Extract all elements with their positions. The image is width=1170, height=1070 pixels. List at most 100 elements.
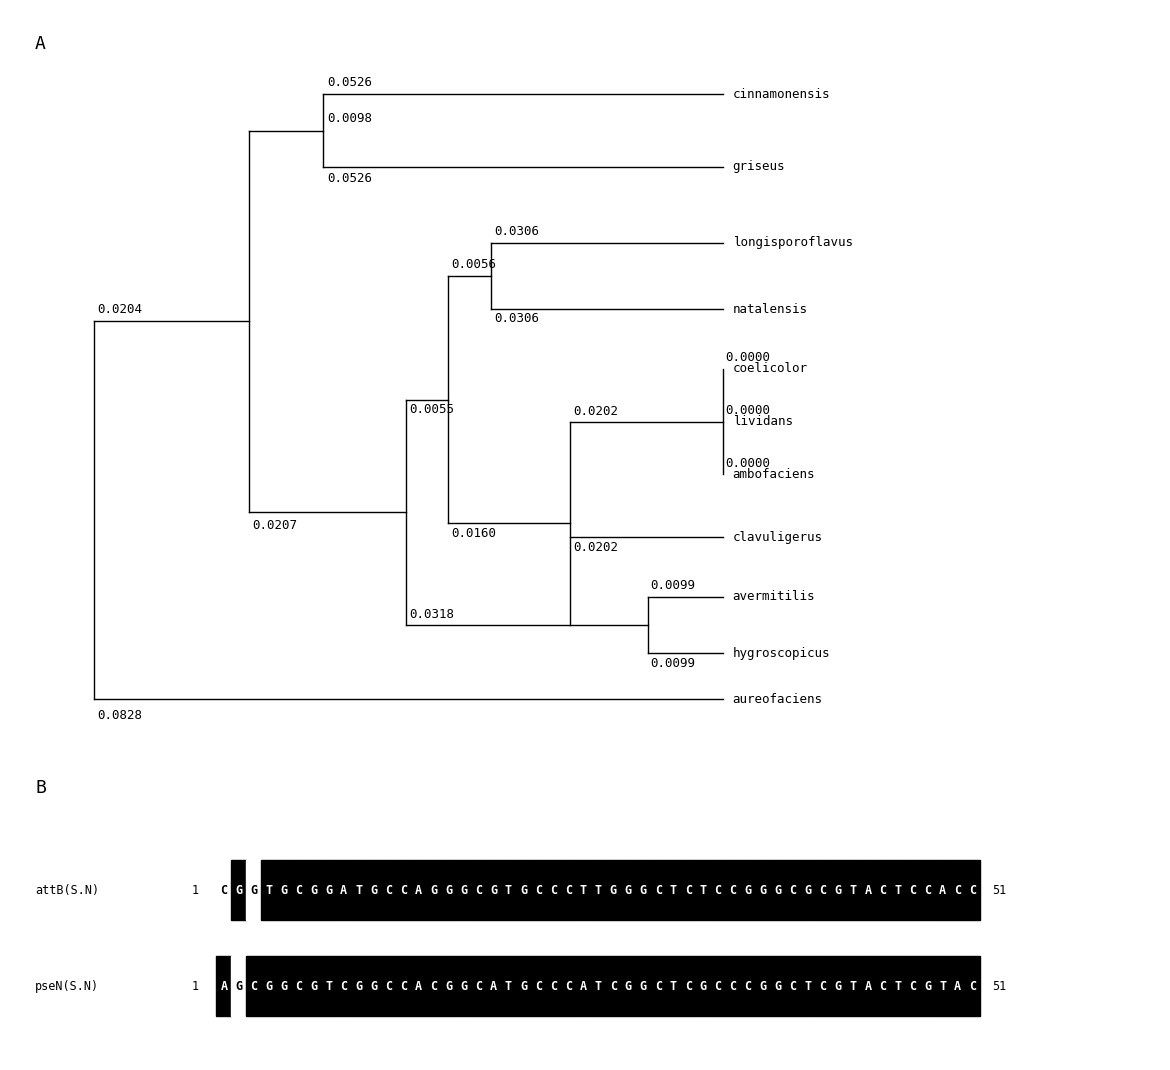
- Bar: [486, 957, 501, 1016]
- Text: C: C: [969, 884, 976, 897]
- Text: 0.0526: 0.0526: [326, 76, 372, 89]
- Text: C: C: [969, 980, 976, 993]
- Text: avermitilis: avermitilis: [732, 591, 815, 603]
- Bar: [785, 860, 800, 920]
- Text: C: C: [295, 980, 302, 993]
- Text: T: T: [894, 884, 901, 897]
- Text: C: C: [730, 980, 737, 993]
- Text: C: C: [550, 884, 557, 897]
- Bar: [351, 957, 366, 1016]
- Bar: [756, 860, 771, 920]
- Bar: [247, 860, 261, 920]
- Text: 0.0306: 0.0306: [494, 312, 539, 325]
- Text: natalensis: natalensis: [732, 303, 807, 316]
- Text: G: G: [325, 884, 332, 897]
- Bar: [860, 860, 875, 920]
- Text: G: G: [460, 884, 467, 897]
- Text: C: C: [684, 980, 691, 993]
- Text: 1: 1: [192, 980, 199, 993]
- Text: G: G: [235, 980, 242, 993]
- Bar: [935, 957, 950, 1016]
- Text: G: G: [356, 980, 363, 993]
- Text: C: C: [220, 884, 227, 897]
- Text: G: G: [431, 884, 438, 897]
- Bar: [232, 957, 247, 1016]
- Text: G: G: [370, 980, 377, 993]
- Text: T: T: [266, 884, 273, 897]
- Text: cinnamonensis: cinnamonensis: [732, 88, 831, 101]
- Text: T: T: [505, 980, 512, 993]
- Text: 51: 51: [992, 980, 1006, 993]
- Bar: [456, 957, 472, 1016]
- Text: C: C: [819, 884, 826, 897]
- Text: 0.0160: 0.0160: [452, 526, 496, 539]
- Text: C: C: [295, 884, 302, 897]
- Bar: [411, 957, 426, 1016]
- Bar: [651, 860, 666, 920]
- Text: C: C: [535, 884, 542, 897]
- Bar: [725, 860, 741, 920]
- Bar: [441, 860, 456, 920]
- Text: G: G: [700, 980, 707, 993]
- Text: coelicolor: coelicolor: [732, 362, 807, 376]
- Bar: [785, 957, 800, 1016]
- Text: G: G: [310, 980, 317, 993]
- Bar: [846, 860, 860, 920]
- Text: A: A: [940, 884, 947, 897]
- Text: G: G: [625, 884, 632, 897]
- Text: 0.0000: 0.0000: [725, 457, 771, 470]
- Bar: [426, 860, 441, 920]
- Bar: [815, 860, 831, 920]
- Text: G: G: [266, 980, 273, 993]
- Text: 0.0318: 0.0318: [410, 608, 455, 621]
- Text: G: G: [445, 884, 452, 897]
- Bar: [516, 860, 531, 920]
- Text: T: T: [356, 884, 363, 897]
- Text: G: G: [640, 884, 647, 897]
- Text: C: C: [819, 980, 826, 993]
- Text: A: A: [865, 980, 872, 993]
- Bar: [531, 860, 546, 920]
- Text: G: G: [640, 980, 647, 993]
- Text: 0.0099: 0.0099: [651, 657, 695, 670]
- Text: T: T: [849, 980, 856, 993]
- Bar: [965, 957, 980, 1016]
- Bar: [247, 957, 261, 1016]
- Bar: [501, 957, 516, 1016]
- Text: 0.0828: 0.0828: [97, 709, 142, 722]
- Text: 0.0526: 0.0526: [326, 172, 372, 185]
- Text: T: T: [669, 884, 676, 897]
- Text: G: G: [519, 980, 526, 993]
- Text: C: C: [385, 980, 392, 993]
- Text: T: T: [894, 980, 901, 993]
- Bar: [291, 860, 307, 920]
- Text: hygroscopicus: hygroscopicus: [732, 646, 831, 659]
- Text: G: G: [805, 884, 812, 897]
- Text: G: G: [759, 884, 766, 897]
- Text: C: C: [550, 980, 557, 993]
- Text: G: G: [281, 980, 288, 993]
- Text: G: G: [519, 884, 526, 897]
- Text: 51: 51: [992, 884, 1006, 897]
- Text: G: G: [775, 884, 782, 897]
- Bar: [950, 860, 965, 920]
- Text: G: G: [834, 884, 841, 897]
- Bar: [531, 957, 546, 1016]
- Text: T: T: [700, 884, 707, 897]
- Text: T: T: [669, 980, 676, 993]
- Bar: [216, 957, 232, 1016]
- Text: pseN(S.N): pseN(S.N): [35, 980, 99, 993]
- Text: A: A: [865, 884, 872, 897]
- Bar: [965, 860, 980, 920]
- Bar: [666, 860, 681, 920]
- Text: 0.0056: 0.0056: [452, 259, 496, 272]
- Text: C: C: [400, 980, 407, 993]
- Bar: [935, 860, 950, 920]
- Bar: [486, 860, 501, 920]
- Bar: [546, 860, 560, 920]
- Text: C: C: [790, 884, 797, 897]
- Text: G: G: [924, 980, 931, 993]
- Text: A: A: [955, 980, 962, 993]
- Text: C: C: [655, 884, 662, 897]
- Text: C: C: [730, 884, 737, 897]
